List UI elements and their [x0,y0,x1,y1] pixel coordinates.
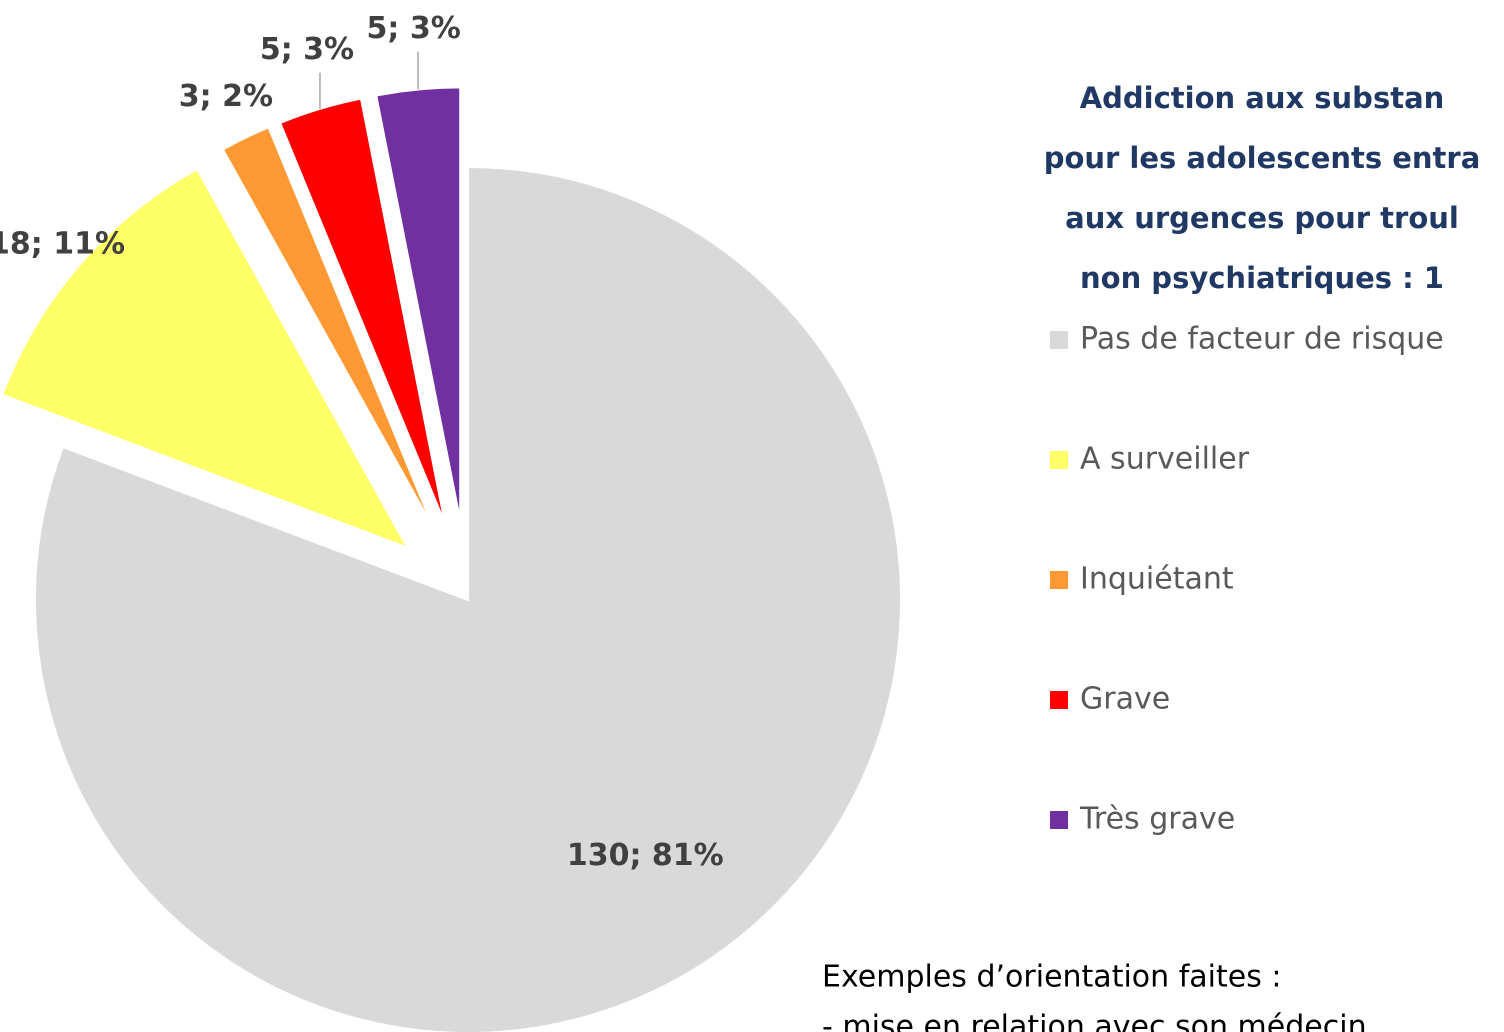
pie-slice [1,167,410,550]
chart-title: Addiction aux substan [1080,81,1445,115]
legend-swatch [1050,451,1068,469]
pie-slice [34,165,902,1032]
legend-label: Inquiétant [1080,562,1234,597]
data-label: 130; 81% [567,838,724,873]
pie-slice [375,86,462,521]
data-label: 5; 3% [367,11,461,46]
note-text: - mise en relation avec son médecin [822,1010,1367,1032]
pie-slice [278,97,446,524]
chart-title: pour les adolescents entra [1044,141,1481,175]
legend-label: Grave [1080,682,1170,717]
chart-title: aux urgences pour troul [1065,201,1459,235]
data-label: 18; 11% [0,227,125,262]
legend-swatch [1050,571,1068,589]
data-label: 5; 3% [260,32,354,67]
legend-label: A surveiller [1080,442,1250,477]
legend-swatch [1050,811,1068,829]
legend-swatch [1050,331,1068,349]
chart-title: non psychiatriques : 1 [1080,261,1444,295]
legend-swatch [1050,691,1068,709]
data-label: 3; 2% [179,79,273,114]
legend-label: Très grave [1079,802,1235,837]
pie-slice [221,126,435,529]
legend-label: Pas de facteur de risque [1080,322,1444,357]
note-text: Exemples d’orientation faites : [822,960,1281,995]
